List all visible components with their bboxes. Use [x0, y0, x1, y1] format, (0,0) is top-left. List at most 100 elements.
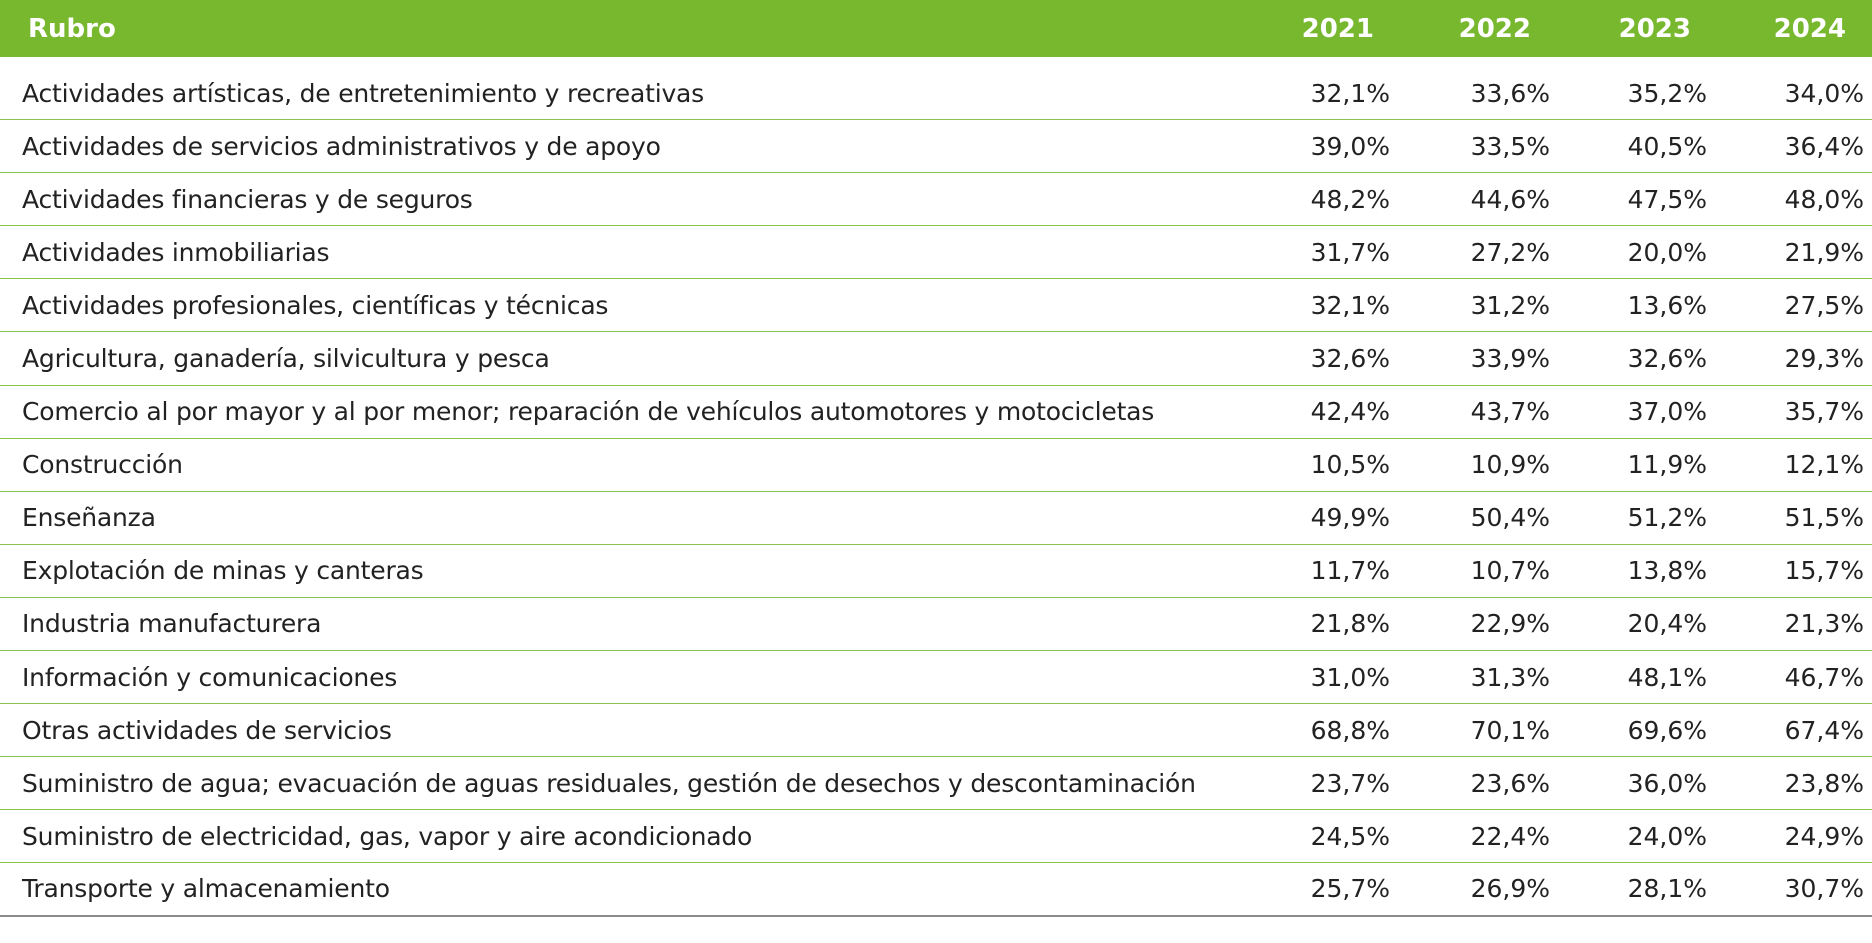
row-value-2023: 20,4%	[1627, 609, 1707, 639]
row-value-2023: 13,6%	[1627, 290, 1707, 320]
row-label: Comercio al por mayor y al por menor; re…	[22, 397, 1155, 427]
row-value-2023: 47,5%	[1627, 184, 1707, 214]
row-value-2024: 30,7%	[1784, 874, 1864, 904]
table-row: Suministro de agua; evacuación de aguas …	[0, 757, 1872, 811]
row-value-2022: 50,4%	[1470, 503, 1550, 533]
row-value-2021: 49,9%	[1310, 503, 1390, 533]
row-value-2023: 11,9%	[1627, 450, 1707, 480]
row-value-2021: 11,7%	[1310, 556, 1390, 586]
row-value-2023: 48,1%	[1627, 662, 1707, 692]
row-value-2024: 21,3%	[1784, 609, 1864, 639]
table-row: Construcción 10,5% 10,9% 11,9% 12,1%	[0, 439, 1872, 492]
row-value-2022: 27,2%	[1470, 237, 1550, 267]
row-value-2021: 23,7%	[1310, 768, 1390, 798]
row-label: Actividades financieras y de seguros	[22, 184, 473, 214]
row-value-2023: 28,1%	[1627, 874, 1707, 904]
row-label: Actividades de servicios administrativos…	[22, 131, 661, 161]
row-label: Actividades artísticas, de entretenimien…	[22, 78, 705, 108]
row-value-2024: 12,1%	[1784, 450, 1864, 480]
row-value-2021: 32,1%	[1310, 290, 1390, 320]
row-value-2023: 40,5%	[1627, 131, 1707, 161]
table-row: Actividades artísticas, de entretenimien…	[0, 67, 1872, 121]
row-value-2022: 31,2%	[1470, 290, 1550, 320]
row-value-2024: 23,8%	[1784, 768, 1864, 798]
row-label: Agricultura, ganadería, silvicultura y p…	[22, 344, 550, 374]
row-value-2021: 39,0%	[1310, 131, 1390, 161]
row-value-2021: 68,8%	[1310, 715, 1390, 745]
row-value-2024: 15,7%	[1784, 556, 1864, 586]
row-value-2023: 69,6%	[1627, 715, 1707, 745]
row-value-2022: 44,6%	[1470, 184, 1550, 214]
table-row: Actividades financieras y de seguros 48,2…	[0, 173, 1872, 227]
row-value-2022: 33,5%	[1470, 131, 1550, 161]
row-value-2024: 51,5%	[1784, 503, 1864, 533]
row-value-2022: 10,9%	[1470, 450, 1550, 480]
row-label: Industria manufacturera	[22, 609, 322, 639]
row-label: Información y comunicaciones	[22, 662, 398, 692]
table-row: Enseñanza 49,9% 50,4% 51,2% 51,5%	[0, 492, 1872, 545]
row-value-2022: 33,6%	[1470, 78, 1550, 108]
row-value-2021: 32,6%	[1310, 344, 1390, 374]
table-header: Rubro 2021 2022 2023 2024	[0, 0, 1872, 59]
row-label: Suministro de electricidad, gas, vapor y…	[22, 821, 753, 851]
header-year-2023: 2023	[1618, 13, 1691, 44]
row-value-2022: 43,7%	[1470, 397, 1550, 427]
row-value-2022: 31,3%	[1470, 662, 1550, 692]
table-row: Actividades inmobiliarias 31,7% 27,2% 20,0%…	[0, 226, 1872, 280]
row-value-2024: 67,4%	[1784, 715, 1864, 745]
table-row: Comercio al por mayor y al por menor; re…	[0, 386, 1872, 439]
row-value-2021: 10,5%	[1310, 450, 1390, 480]
row-value-2023: 37,0%	[1627, 397, 1707, 427]
row-value-2021: 31,7%	[1310, 237, 1390, 267]
row-value-2024: 27,5%	[1784, 290, 1864, 320]
row-label: Actividades profesionales, científicas y…	[22, 290, 609, 320]
header-year-2021: 2021	[1301, 13, 1374, 44]
table-row: Información y comunicaciones 31,0% 31,3% 48…	[0, 651, 1872, 705]
table-row: Actividades de servicios administrativos…	[0, 120, 1872, 174]
table-row: Actividades profesionales, científicas y…	[0, 279, 1872, 333]
row-label: Enseñanza	[22, 503, 156, 533]
row-value-2022: 10,7%	[1470, 556, 1550, 586]
row-value-2022: 22,4%	[1470, 821, 1550, 851]
data-table: Rubro 2021 2022 2023 2024 Actividades ar…	[0, 0, 1872, 917]
row-value-2024: 21,9%	[1784, 237, 1864, 267]
row-label: Construcción	[22, 450, 183, 480]
table-body: Actividades artísticas, de entretenimien…	[0, 67, 1872, 917]
row-value-2022: 70,1%	[1470, 715, 1550, 745]
row-value-2022: 26,9%	[1470, 874, 1550, 904]
row-value-2021: 24,5%	[1310, 821, 1390, 851]
row-label: Explotación de minas y canteras	[22, 556, 424, 586]
table-row: Otras actividades de servicios 68,8% 70,1%…	[0, 704, 1872, 758]
row-value-2024: 29,3%	[1784, 344, 1864, 374]
row-value-2023: 35,2%	[1627, 78, 1707, 108]
row-value-2024: 24,9%	[1784, 821, 1864, 851]
header-rubro: Rubro	[28, 13, 116, 44]
row-label: Actividades inmobiliarias	[22, 237, 330, 267]
row-value-2023: 36,0%	[1627, 768, 1707, 798]
row-value-2023: 32,6%	[1627, 344, 1707, 374]
row-value-2021: 21,8%	[1310, 609, 1390, 639]
row-value-2024: 36,4%	[1784, 131, 1864, 161]
table-row: Suministro de electricidad, gas, vapor y…	[0, 810, 1872, 864]
header-year-2024: 2024	[1773, 13, 1846, 44]
table-row: Agricultura, ganadería, silvicultura y p…	[0, 332, 1872, 386]
row-value-2022: 23,6%	[1470, 768, 1550, 798]
row-value-2024: 34,0%	[1784, 78, 1864, 108]
table-row: Transporte y almacenamiento 25,7% 26,9% 28,…	[0, 863, 1872, 917]
row-value-2023: 24,0%	[1627, 821, 1707, 851]
row-value-2024: 35,7%	[1784, 397, 1864, 427]
row-value-2022: 22,9%	[1470, 609, 1550, 639]
row-label: Otras actividades de servicios	[22, 715, 392, 745]
row-value-2021: 42,4%	[1310, 397, 1390, 427]
row-value-2021: 32,1%	[1310, 78, 1390, 108]
table-row: Explotación de minas y canteras 11,7% 10,7…	[0, 545, 1872, 598]
row-value-2024: 46,7%	[1784, 662, 1864, 692]
row-value-2024: 48,0%	[1784, 184, 1864, 214]
row-label: Suministro de agua; evacuación de aguas …	[22, 768, 1196, 798]
row-value-2021: 48,2%	[1310, 184, 1390, 214]
header-year-2022: 2022	[1458, 13, 1531, 44]
row-value-2021: 31,0%	[1310, 662, 1390, 692]
row-value-2023: 20,0%	[1627, 237, 1707, 267]
row-value-2023: 13,8%	[1627, 556, 1707, 586]
row-value-2023: 51,2%	[1627, 503, 1707, 533]
